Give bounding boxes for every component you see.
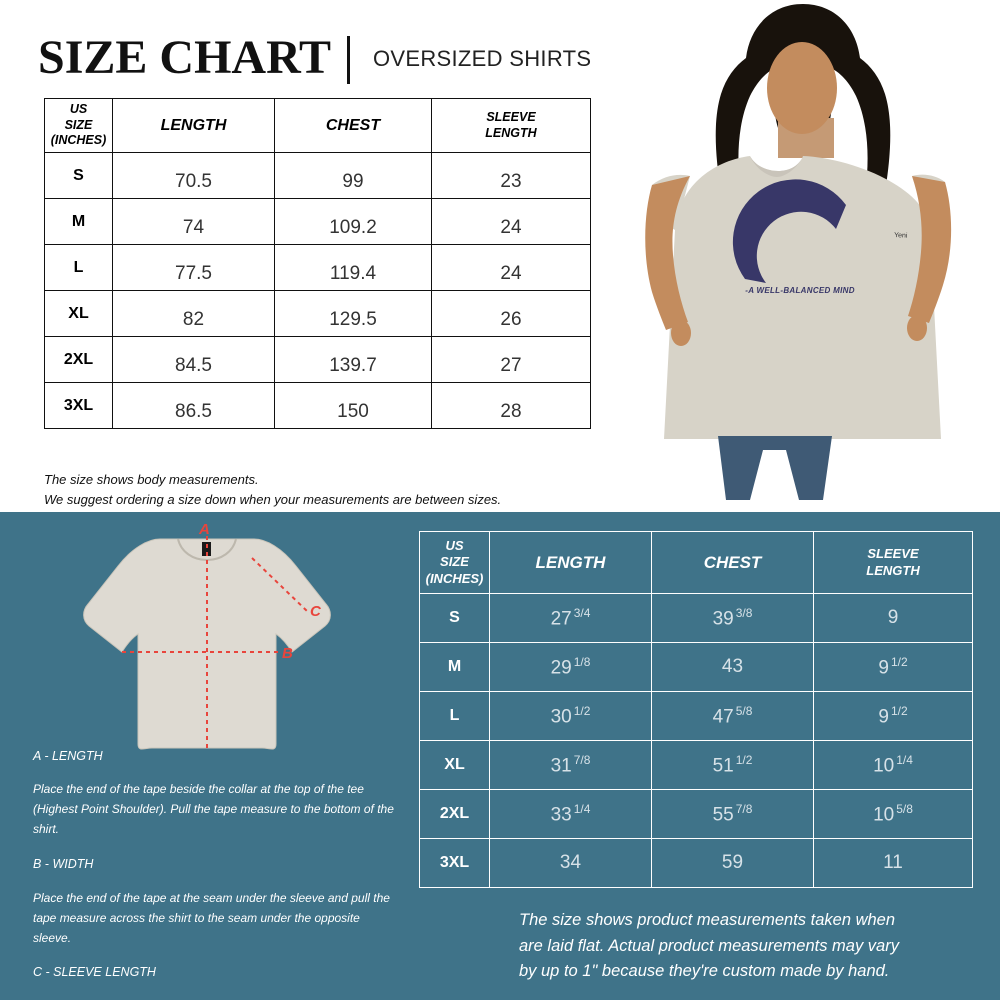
svg-text:B - WIDTH: B - WIDTH — [33, 857, 94, 871]
svg-text:tape measure across the shirt: tape measure across the shirt to the sea… — [33, 911, 360, 925]
svg-text:shirt.: shirt. — [33, 822, 59, 836]
svg-text:Place the end of the tape besi: Place the end of the tape beside the col… — [33, 782, 364, 796]
svg-text:(Highest Point Shoulder). Pull: (Highest Point Shoulder). Pull the tape … — [33, 802, 394, 816]
svg-text:A: A — [198, 521, 210, 538]
svg-text:Place the end of the tape at t: Place the end of the tape at the seam un… — [33, 891, 390, 905]
svg-text:B: B — [282, 645, 293, 662]
svg-text:C - SLEEVE LENGTH: C - SLEEVE LENGTH — [33, 965, 157, 979]
svg-text:Yeni: Yeni — [894, 232, 908, 240]
svg-text:-A WELL-BALANCED MIND: -A WELL-BALANCED MIND — [745, 286, 855, 295]
svg-text:A - LENGTH: A - LENGTH — [32, 749, 104, 763]
svg-text:C: C — [310, 603, 322, 620]
svg-text:sleeve.: sleeve. — [33, 931, 71, 945]
